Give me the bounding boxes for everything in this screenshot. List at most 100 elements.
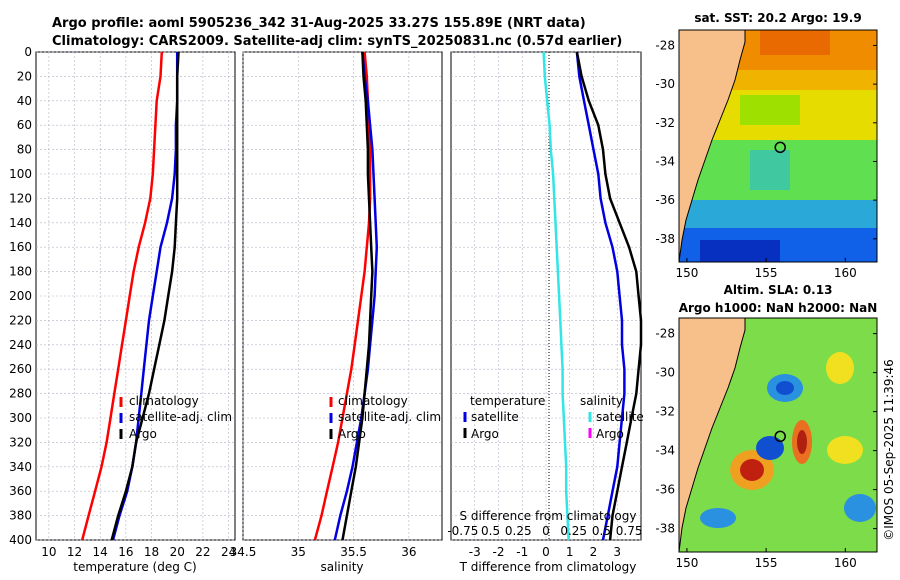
s-diff-tick-label: 0.5 [592,524,611,538]
y-tick-label: 220 [9,313,32,327]
legend-argo: Argo [129,427,157,441]
y-tick-label: 40 [17,94,32,108]
series-argo [110,51,180,541]
y-tick-label: 320 [9,435,32,449]
y-tick-label: 200 [9,289,32,303]
salinity-grid [242,51,442,541]
sst-map: sat. SST: 20.2 Argo: 19.9 150 155 160 -28 -3… [655,11,878,280]
legend-t-argo: Argo [471,427,499,441]
argo-marker-sla [774,430,786,443]
series-t-satellite-adj [575,51,626,541]
legend-s-argo: Argo [596,427,624,441]
x-tick-label: -1 [516,545,528,559]
map-y-tick-label: -34 [655,154,675,168]
x-tick-label: 3 [613,545,621,559]
temperature-xlabel: temperature (deg C) [73,560,196,574]
y-tick-label: 160 [9,240,32,254]
legend-climatology: climatology [338,394,408,408]
x-tick-label: -3 [469,545,481,559]
map-y-tick-label: -34 [655,444,675,458]
x-tick-label: 1 [566,545,574,559]
difference-panel: -3 -2 -1 0 1 2 3 S difference from climatology… [447,51,644,574]
s-diff-tick-label: 0 [542,524,550,538]
s-diff-tick-label: 0.75 [616,524,643,538]
y-tick-label: 100 [9,167,32,181]
t-diff-xlabel: T difference from climatology [459,560,637,574]
difference-legend: temperature satellite Argo salinity sate… [463,394,644,441]
temperature-legend: climatology satellite-adj. clim Argo [119,394,232,441]
x-tick-label: -2 [493,545,505,559]
x-tick-label: 10 [41,545,56,559]
map-y-tick-label: -28 [655,38,675,52]
x-tick-label: 20 [170,545,185,559]
x-tick-label: 22 [195,545,210,559]
y-tick-label: 60 [17,118,32,132]
sst-map-title: sat. SST: 20.2 Argo: 19.9 [694,11,861,25]
y-tick-label: 300 [9,411,32,425]
legend-t-satellite: satellite [471,410,519,424]
sla-field [679,318,877,552]
x-tick-label: 18 [144,545,159,559]
y-tick-label: 120 [9,191,32,205]
difference-series [542,51,643,541]
s-diff-tick-label: 0.25 [560,524,587,538]
salinity-series [313,51,379,541]
y-tick-label: 360 [9,484,32,498]
sla-map-subtitle: Argo h1000: NaN h2000: NaN [679,301,878,315]
series-t-satellite [542,51,570,541]
map-y-tick-label: -38 [655,232,675,246]
s-diff-tick-label: 0.25 [505,524,532,538]
map-x-tick-label: 155 [755,556,778,570]
sst-map-ticks: 150 155 160 -28 -30 -32 -34 -36 -38 [655,38,877,280]
temperature-ticks: 0 20 40 60 80 100 120 140 160 180 200 220 240 260 280 3… [9,45,236,559]
x-tick-label: 35.5 [340,545,367,559]
map-x-tick-label: 150 [675,266,698,280]
x-tick-label: 34.5 [230,545,257,559]
salinity-xlabel: salinity [320,560,363,574]
y-tick-label: 280 [9,387,32,401]
map-y-tick-label: -36 [655,483,675,497]
y-tick-label: 180 [9,265,32,279]
x-tick-label: 14 [93,545,108,559]
sla-map-ticks: 150 155 160 -28 -30 -32 -34 -36 -38 [655,327,877,570]
figure-title-line2: Climatology: CARS2009. Satellite-adj cli… [52,34,622,49]
map-y-tick-label: -30 [655,77,675,91]
salinity-legend: climatology satellite-adj. clim Argo [329,394,441,441]
map-y-tick-label: -30 [655,366,675,380]
s-diff-tick-label: -0.75 [447,524,478,538]
map-x-tick-label: 150 [675,556,698,570]
australia-coast [679,318,746,552]
sst-map-frame [678,29,878,263]
y-tick-label: 380 [9,509,32,523]
s-diff-label: S difference from climatology [460,509,637,523]
map-y-tick-label: -32 [655,116,675,130]
map-x-tick-label: 160 [834,556,857,570]
figure-title-line1: Argo profile: aoml 5905236_342 31-Aug-20… [52,16,586,31]
series-climatology [313,51,372,541]
salinity-panel: 34.5 35 35.5 36 salinity climatology satell… [230,51,443,574]
y-tick-label: 240 [9,338,32,352]
x-tick-label: 0 [542,545,550,559]
map-x-tick-label: 160 [834,266,857,280]
argo-marker-sst [774,141,786,154]
x-tick-label: 2 [590,545,598,559]
map-y-tick-label: -38 [655,522,675,536]
y-tick-label: 20 [17,69,32,83]
series-t-argo [575,51,643,541]
salinity-ticks: 34.5 35 35.5 36 [230,545,417,559]
y-tick-label: 80 [17,143,32,157]
australia-coast [679,30,746,262]
x-tick-label: 12 [67,545,82,559]
map-y-tick-label: -28 [655,327,675,341]
sla-map-frame [678,317,878,553]
y-tick-label: 0 [24,45,32,59]
map-x-tick-label: 155 [755,266,778,280]
sla-map: Altim. SLA: 0.13 Argo h1000: NaN h2000: … [655,283,878,570]
series-satellite-adj-clim [333,51,379,541]
credit-stamp: ©IMOS 05-Sep-2025 11:39:46 [882,359,896,541]
legend-s-satellite: satellite [596,410,644,424]
x-tick-label: 35 [291,545,306,559]
sla-map-title: Altim. SLA: 0.13 [724,283,833,297]
x-tick-label: 24 [221,545,236,559]
